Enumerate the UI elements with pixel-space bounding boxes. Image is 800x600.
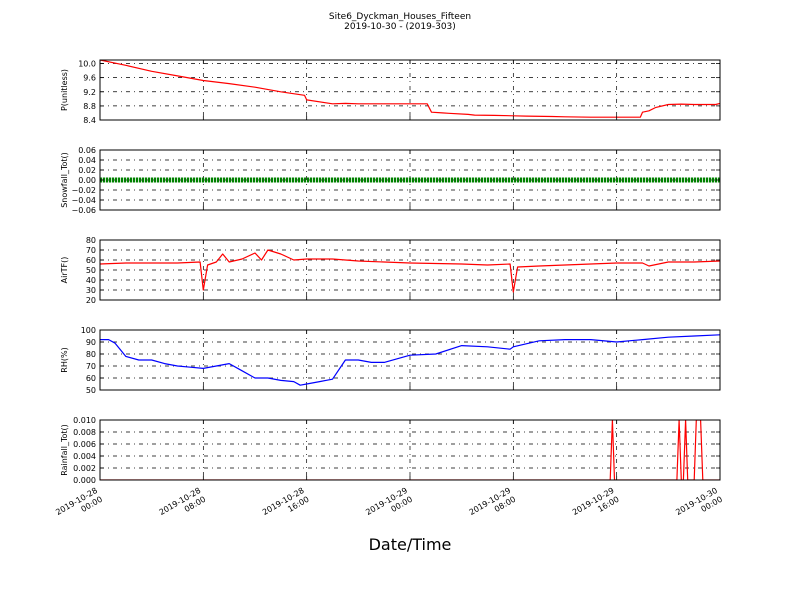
y-tick-label: 9.2 [83, 88, 96, 97]
grid [100, 240, 720, 300]
series-line [100, 60, 720, 118]
series [100, 420, 720, 480]
y-tick-label: −0.02 [71, 186, 96, 195]
x-tick-label: 2019-10-2900:00 [364, 486, 414, 526]
panel-5: 0.010 0.008 0.006 0.004 0.002 0.000 Rainfall_T… [60, 416, 721, 485]
y-axis-label: RH(%) [60, 347, 69, 372]
y-tick-label: 80 [86, 350, 96, 359]
grid [100, 60, 720, 120]
panels: 10.09.69.28.88.4P(unitless)0.060.040.020… [60, 59, 721, 485]
series-line [100, 420, 720, 480]
panel-1: 10.0 9.6 9.2 8.8 8.4 P(unitless) [60, 59, 721, 125]
x-tick-label: 2019-10-2916:00 [571, 486, 621, 526]
x-tick-label: 2019-10-2816:00 [261, 486, 311, 526]
x-tick-label: 2019-10-2908:00 [468, 486, 518, 526]
y-axis-label: Snowfall_Tot() [60, 152, 69, 208]
series-line [100, 249, 720, 293]
y-tick-label: 0.006 [73, 440, 96, 449]
series-line [100, 334, 720, 386]
panel-2: 0.060.040.020.00−0.02−0.04−0.06Snowfall_… [60, 146, 721, 215]
y-tick-label: 0.002 [73, 464, 96, 473]
y-axis-label: Rainfall_Tot() [60, 424, 69, 476]
series [100, 334, 720, 386]
y-tick-label: 70 [86, 246, 96, 255]
y-tick-label: 50 [86, 266, 96, 275]
y-tick-label: −0.06 [71, 206, 96, 215]
y-tick-label: 20 [86, 296, 96, 305]
y-axis-label: AirTF() [60, 257, 69, 284]
x-tick-label: 2019-10-2808:00 [158, 486, 208, 526]
series [100, 249, 720, 293]
series [100, 60, 720, 118]
y-tick-label: 9.6 [83, 74, 96, 83]
y-tick-label: 100 [81, 326, 96, 335]
chart-title: Site6_Dyckman_Houses_Fifteen [329, 12, 471, 22]
y-tick-label: 0.06 [78, 146, 96, 155]
chart-subtitle: 2019-10-30 - (2019-303) [344, 22, 456, 32]
x-tick-labels: 2019-10-2800:00 2019-10-2808:00 2019-10-28… [54, 486, 724, 526]
panel-4: 100 90 80 70 60 50 RH(%) [60, 326, 721, 395]
y-tick-label: 10.0 [78, 60, 96, 69]
y-tick-label: 60 [86, 256, 96, 265]
y-tick-label: 8.8 [83, 102, 96, 111]
y-tick-label: 90 [86, 338, 96, 347]
y-tick-label: 50 [86, 386, 96, 395]
y-tick-label: 0.010 [73, 416, 96, 425]
y-tick-label: 70 [86, 362, 96, 371]
y-tick-label: 30 [86, 286, 96, 295]
x-tick-label: 2019-10-3000:00 [674, 486, 724, 526]
grid [100, 420, 720, 480]
x-tick-label: 2019-10-2800:00 [54, 486, 104, 526]
y-tick-label: −0.04 [71, 196, 96, 205]
y-tick-label: 0.00 [78, 176, 96, 185]
y-tick-label: 0.004 [73, 452, 96, 461]
grid [100, 330, 720, 390]
y-tick-label: 0.04 [78, 156, 96, 165]
y-tick-label: 60 [86, 374, 96, 383]
y-tick-label: 8.4 [83, 116, 96, 125]
y-tick-label: 40 [86, 276, 96, 285]
y-tick-label: 0.000 [73, 476, 96, 485]
y-tick-label: 0.008 [73, 428, 96, 437]
x-axis-label: Date/Time [369, 535, 452, 554]
y-tick-label: 80 [86, 236, 96, 245]
y-tick-label: 0.02 [78, 166, 96, 175]
y-axis-label: P(unitless) [60, 69, 69, 111]
